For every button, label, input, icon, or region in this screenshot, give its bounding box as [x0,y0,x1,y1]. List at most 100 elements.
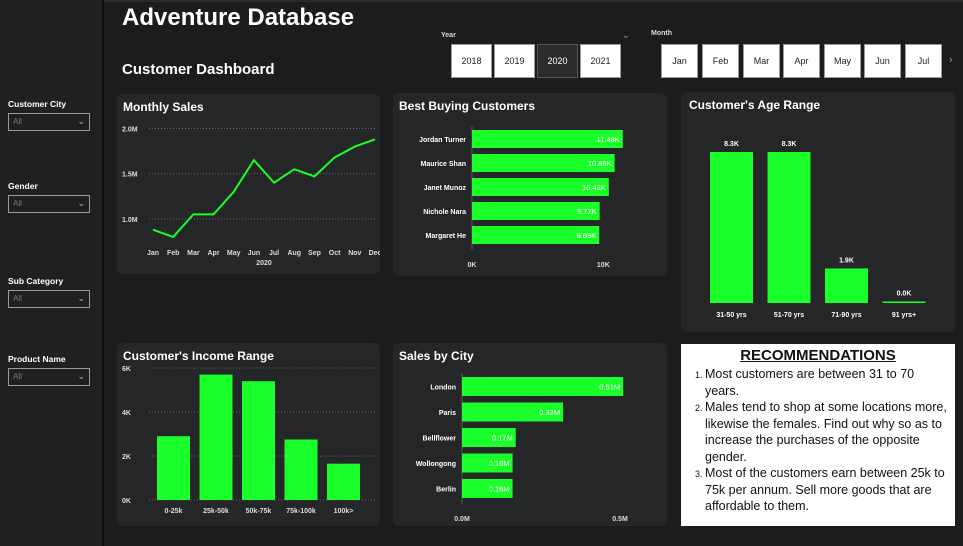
data-label: 9.72K [577,207,597,216]
filter-gender: Gender All ⌄ [8,181,90,213]
dropdown-value: All [13,372,22,381]
month-button-feb[interactable]: Feb [702,44,739,78]
y-tick-label: 2K [122,454,131,461]
month-button-jan[interactable]: Jan [661,44,698,78]
bar [462,428,516,447]
data-label: 0.16M [489,459,510,468]
bar [710,152,753,303]
month-button-apr[interactable]: Apr [783,44,820,78]
dropdown-value: All [13,117,22,126]
sales-line [152,138,376,239]
x-tick-label: Jan [147,250,159,257]
month-button-jul[interactable]: Jul [905,44,942,78]
data-label: 0.51M [599,383,620,392]
x-tick-label: Nov [348,250,361,257]
sales-by-city-card: London 0.51M Paris 0.32M Bellflower 0.17M Woll… [393,343,667,526]
x-tick-label: Sep [308,250,321,257]
dashboard-subtitle: Customer Dashboard [122,61,275,78]
data-label: 1.9K [839,257,854,264]
x-axis-label: 2020 [256,260,272,267]
monthly-sales-chart: 1.0M 1.5M 2.0M Jan Feb Mar Apr May Jun Jul Aug Sep O… [122,127,380,267]
bar [462,453,513,473]
category-label: Maurice Shan [420,161,466,168]
product-name-dropdown[interactable]: All ⌄ [8,368,90,386]
month-button-may[interactable]: May [824,44,861,78]
x-tick-label: 100k> [334,508,354,515]
x-tick-label: 51-70 yrs [774,312,804,319]
category-label: London [430,385,456,392]
sub-category-dropdown[interactable]: All ⌄ [8,290,90,308]
category-label: Paris [439,410,456,417]
month-button-mar[interactable]: Mar [743,44,780,78]
data-label: 0.32M [539,408,560,417]
filter-customer-city: Customer City All ⌄ [8,99,90,131]
x-tick-label: 71-90 yrs [831,312,861,319]
card-title: Customer's Income Range [123,349,274,363]
x-tick-label: May [227,250,241,257]
y-tick-label: 1.5M [122,172,138,179]
card-title: Sales by City [399,349,474,363]
filter-sub-category: Sub Category All ⌄ [8,276,90,308]
category-label: Bellflower [423,436,457,443]
customer-city-dropdown[interactable]: All ⌄ [8,113,90,131]
recommendation-item: Most customers are between 31 to 70 year… [705,366,947,399]
year-button-2020[interactable]: 2020 [537,44,578,78]
x-tick-label: Jul [269,250,279,257]
month-button-jun[interactable]: Jun [864,44,901,78]
bar [882,301,926,303]
x-tick-label: Oct [329,250,341,257]
x-tick-label: 50k-75k [246,508,272,515]
data-label: 8.3K [724,141,739,148]
filter-label: Sub Category [8,276,64,286]
filter-product-name: Product Name All ⌄ [8,354,90,386]
x-tick-label: Feb [167,250,179,257]
sales-by-city-chart: London 0.51M Paris 0.32M Bellflower 0.17M Woll… [416,373,628,523]
data-label: 9.69K [577,231,597,240]
bar [462,402,564,422]
best-buying-customers-card: Jordan Turner 11.48K Maurice Shan 10.86K Jan… [393,93,667,276]
filter-label: Customer City [8,99,67,109]
data-label: 0.0K [897,291,912,298]
income-range-card: 0K 2K 4K 6K 0-25k 25k-50k 50k-75k 75k-100k 100k>… [117,343,380,526]
x-tick-label: 0.5M [612,516,628,523]
x-tick-label: 75k-100k [286,508,316,515]
filter-sidebar: Customer City All ⌄ Gender All ⌄ Sub Cat… [0,0,104,546]
bar [472,202,600,220]
year-button-2018[interactable]: 2018 [451,44,492,78]
recommendation-item: Most of the customers earn between 25k t… [705,465,947,515]
y-tick-label: 2.0M [122,127,138,134]
bar [472,154,615,172]
chevron-down-icon[interactable]: ⌄ [622,30,630,40]
card-title: Customer's Age Range [689,98,821,112]
x-tick-label: Dec [369,250,380,257]
x-tick-label: 0.0M [454,516,470,523]
bar [199,374,233,500]
dropdown-value: All [13,199,22,208]
bar [825,268,868,303]
bar [284,439,318,500]
age-range-card: 8.3K 31-50 yrs 8.3K 51-70 yrs 1.9K 71-90 yrs 0… [681,92,955,332]
year-button-2021[interactable]: 2021 [580,44,621,78]
bar [327,463,360,500]
data-label: 11.48K [597,135,620,144]
bar [472,226,600,244]
bar [472,178,609,196]
card-title: Monthly Sales [123,100,204,114]
chevron-right-icon[interactable]: › [949,54,953,66]
x-tick-label: 0-25k [165,508,183,515]
data-label: 0.17M [492,434,513,443]
gender-dropdown[interactable]: All ⌄ [8,195,90,213]
year-button-2019[interactable]: 2019 [494,44,535,78]
monthly-sales-card: 1.0M 1.5M 2.0M Jan Feb Mar Apr May Jun Jul Aug Sep O… [117,94,380,274]
x-tick-label: 31-50 yrs [716,312,746,319]
y-tick-label: 6K [122,366,131,373]
category-label: Jordan Turner [419,137,466,144]
month-slicer-label: Month [651,30,672,37]
x-tick-label: 10K [597,262,610,269]
bar [462,479,513,498]
x-tick-label: Mar [187,250,200,257]
category-label: Wollongong [416,461,456,468]
category-label: Nichole Nara [423,209,466,216]
income-range-chart: 0K 2K 4K 6K 0-25k 25k-50k 50k-75k 75k-100k 100k> [122,366,375,515]
filter-label: Gender [8,181,38,191]
